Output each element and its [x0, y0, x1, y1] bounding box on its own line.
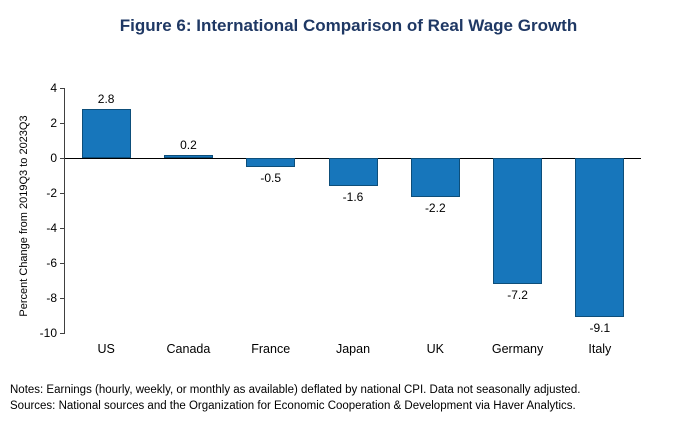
- notes-line: Notes: Earnings (hourly, weekly, or mont…: [10, 384, 581, 396]
- bar-value-label: 0.2: [180, 137, 197, 152]
- bar-italy: [575, 158, 625, 318]
- sources-line: Sources: National sources and the Organi…: [10, 400, 576, 412]
- y-tick-label: 2: [50, 116, 57, 130]
- y-tick-mark: [60, 298, 65, 299]
- chart-notes: Notes: Earnings (hourly, weekly, or mont…: [10, 382, 580, 414]
- bar-japan: [328, 158, 378, 186]
- y-tick-label: -8: [46, 291, 57, 305]
- x-tick-label: Japan: [335, 342, 371, 356]
- y-tick-label: 4: [50, 81, 57, 95]
- bar-canada: [163, 154, 213, 158]
- bar-france: [246, 158, 296, 167]
- plot-area: 4 2 0 -2 -4 -6 -8 -10 2.8 US 0.2 Canada -0.5 France -1…: [40, 81, 641, 356]
- y-tick-label: -10: [39, 326, 57, 340]
- bar-germany: [493, 158, 543, 284]
- y-tick-label: 0: [50, 151, 57, 165]
- y-tick-mark: [60, 228, 65, 229]
- bar-value-label: -2.2: [424, 200, 446, 215]
- x-tick-label: Germany: [491, 342, 544, 356]
- bar-us: [81, 109, 131, 158]
- chart-title: Figure 6: International Comparison of Re…: [119, 16, 578, 35]
- y-tick-mark: [60, 158, 65, 159]
- y-tick-label: -2: [46, 186, 57, 200]
- bar-value-label: -9.1: [589, 321, 611, 336]
- y-tick-mark: [60, 123, 65, 124]
- y-tick-label: -4: [46, 221, 57, 235]
- x-tick-label: US: [97, 342, 115, 356]
- x-tick-label: Canada: [166, 342, 211, 356]
- bar-value-label: -1.6: [342, 190, 364, 204]
- y-axis-label: Percent Change from 2019Q3 to 2023Q3: [18, 115, 30, 317]
- bar-value-label: -7.2: [507, 288, 528, 302]
- x-tick-label: Italy: [588, 342, 612, 356]
- y-tick-mark: [60, 263, 65, 264]
- bar-value-label: 2.8: [97, 92, 115, 106]
- x-tick-label: UK: [426, 342, 444, 356]
- y-tick-mark: [60, 88, 65, 89]
- y-tick-mark: [60, 193, 65, 194]
- bar-value-label: -0.5: [260, 170, 282, 185]
- y-tick-mark: [60, 333, 65, 334]
- y-tick-label: -6: [46, 256, 57, 270]
- bar-uk: [410, 158, 460, 197]
- x-tick-label: France: [251, 342, 291, 356]
